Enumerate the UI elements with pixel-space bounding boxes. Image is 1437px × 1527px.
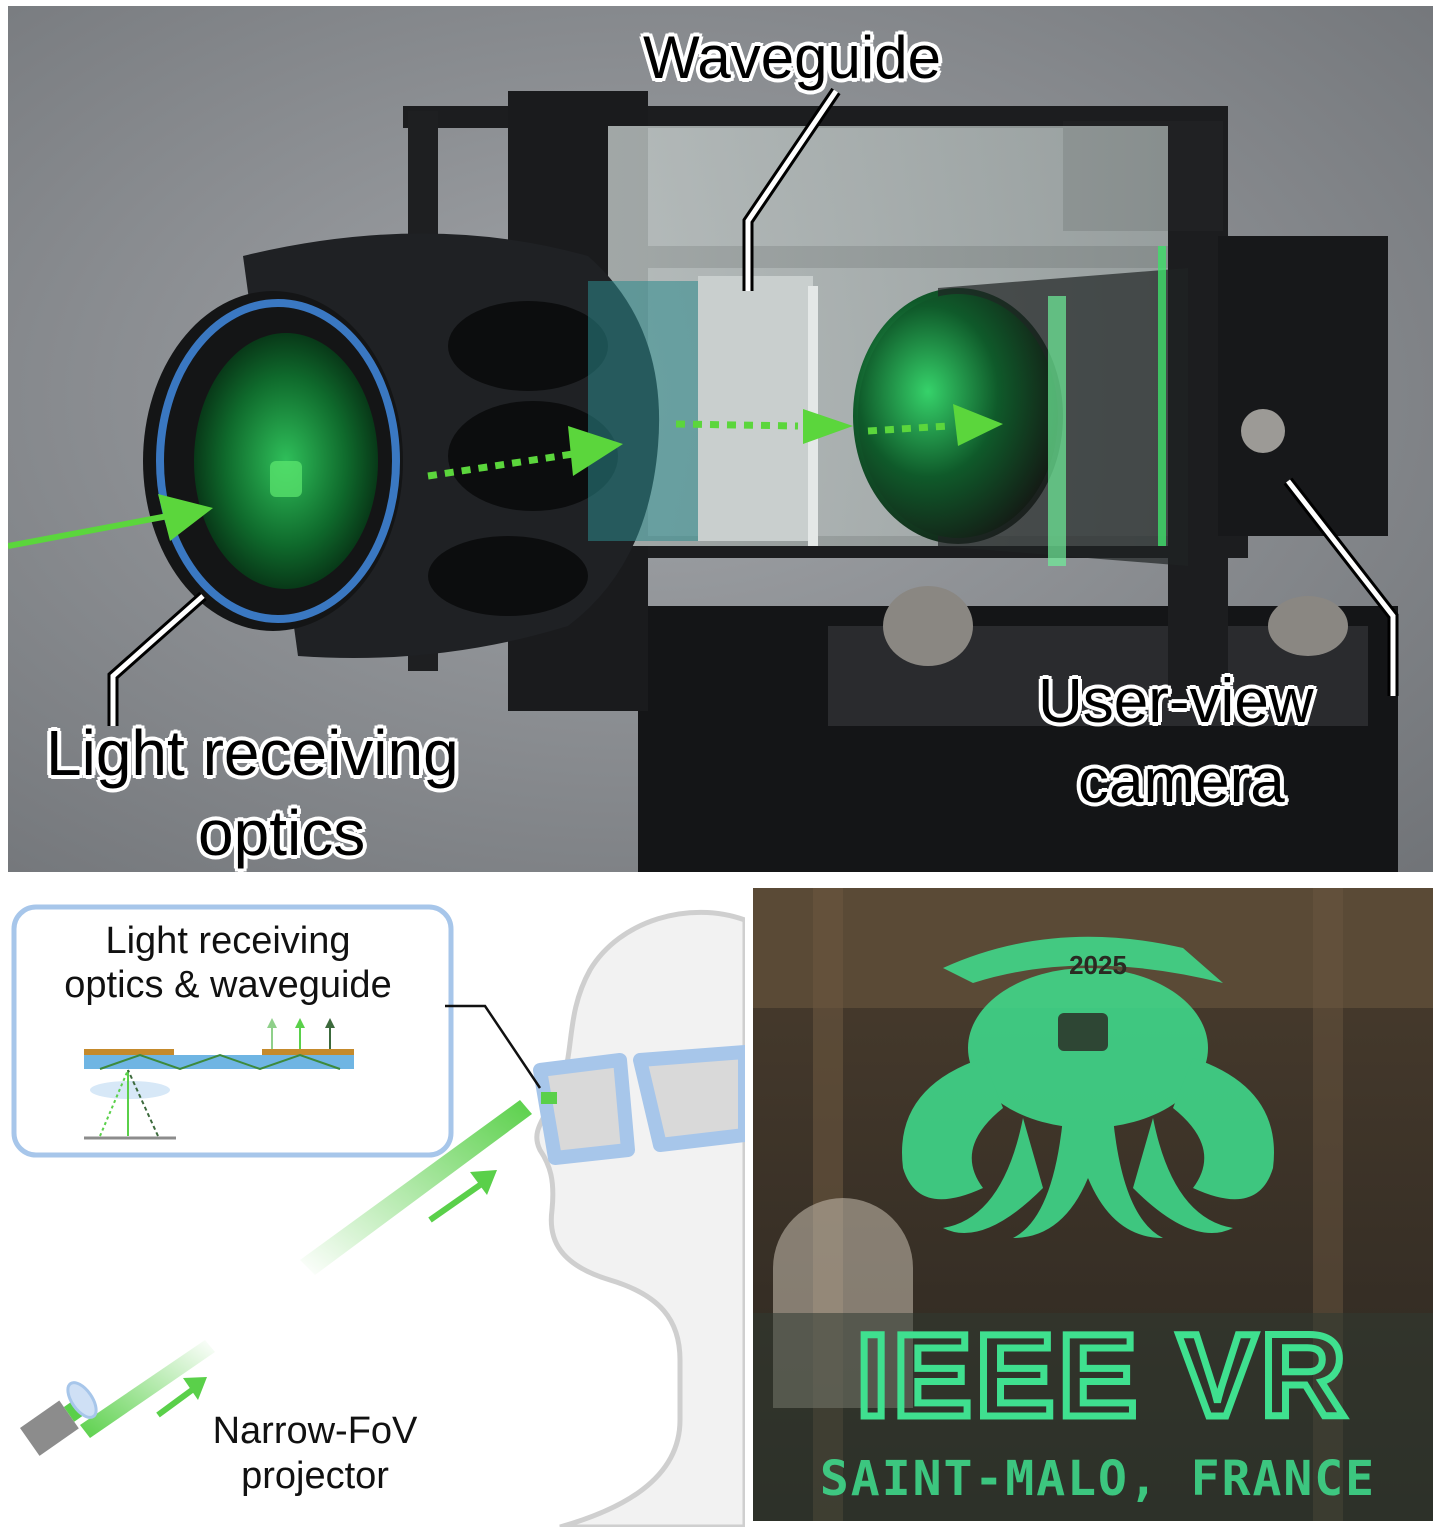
beam-arrowhead-1: [568, 426, 623, 476]
leader-waveguide: [745, 89, 839, 291]
incoming-beam-line: [8, 513, 169, 549]
hologram-tentacle-lower-right: [1133, 1118, 1233, 1233]
label-camera-line2: camera: [1078, 747, 1285, 816]
housing-window-top: [448, 301, 608, 391]
hologram-tentacle-center: [1013, 1118, 1163, 1238]
camera-body: [1218, 236, 1388, 536]
leader-optics: [110, 594, 205, 726]
waveguide-edge-glow: [1158, 246, 1166, 546]
lower-shelf: [753, 1313, 1433, 1521]
inset-title-line1: Light receiving: [105, 920, 351, 962]
inset-leader-line: [445, 1004, 542, 1089]
mount-knob-right: [1268, 596, 1348, 656]
camera-lens-glint: [1048, 296, 1066, 566]
glasses-receiver-marker: [541, 1092, 557, 1104]
projector-lens: [66, 1381, 98, 1419]
user-view-result: 2025 IEEE VR SAINT-MALO, FRANCE: [753, 888, 1433, 1521]
hologram-year: 2025: [1069, 950, 1127, 980]
mount-knob: [883, 586, 973, 666]
hologram-title: IEEE VR: [853, 1307, 1350, 1446]
inset-title-line2: optics & waveguide: [64, 964, 392, 1006]
camera-knob: [1241, 409, 1285, 453]
inset-lens: [90, 1081, 170, 1099]
projector-aperture: [63, 1401, 83, 1422]
lower-beam-arrowhead: [183, 1377, 207, 1400]
system-diagram: Light receiving optics & waveguide Narro…: [0, 880, 745, 1527]
inset-waveguide-slab: [84, 1055, 354, 1069]
hologram-location: SAINT-MALO, FRANCE: [819, 1451, 1377, 1507]
beam-dotted-3: [867, 422, 949, 435]
device-photo-drawing: [8, 6, 1433, 872]
housing-window-bottom: [428, 536, 588, 616]
upper-beam-arrow-shaft: [428, 1182, 482, 1223]
beam-dotted-2: [675, 420, 799, 430]
hologram-tentacle-left: [902, 1058, 1003, 1200]
label-optics-line1: Light receiving: [46, 717, 459, 789]
projector-label-line1: Narrow-FoV: [212, 1410, 418, 1452]
hologram-hat: [943, 936, 1223, 983]
label-camera-line1: User-view: [1038, 667, 1314, 736]
user-view-drawing: [753, 888, 1433, 1521]
label-waveguide: Waveguide: [643, 24, 941, 91]
projector-label-line2: projector: [241, 1455, 389, 1497]
device-photo: Waveguide Light receiving optics User-vi…: [8, 6, 1433, 872]
projector-device: [19, 1400, 83, 1456]
hologram-eyepatch: [1058, 1013, 1108, 1051]
coupling-prism: [588, 281, 698, 541]
lower-beam: [80, 1340, 215, 1438]
inset-light-path: [99, 1053, 341, 1071]
waveguide-pane-light: [698, 276, 813, 541]
beam-arrowhead-2: [803, 409, 853, 444]
inset-grating-right: [262, 1049, 354, 1055]
inset-ray-right: [127, 1069, 159, 1137]
beam-dotted-1: [427, 450, 574, 480]
lens-logo-reflection: [270, 461, 302, 497]
upper-beam-arrowhead: [470, 1170, 497, 1195]
inset-out-arrow-3: [325, 1018, 335, 1028]
inset-out-arrow-1: [267, 1018, 277, 1028]
glasses-right-lens: [633, 1045, 745, 1152]
projector-body: [19, 1400, 79, 1456]
system-diagram-drawing: [11, 904, 745, 1527]
head-silhouette: [534, 909, 745, 1527]
incoming-beam-arrowhead: [158, 494, 213, 541]
glasses-left-lens: [533, 1053, 635, 1165]
inset-out-arrow-2: [295, 1018, 305, 1028]
hologram-tentacle-lower-left: [943, 1118, 1043, 1233]
inset-grating-left: [84, 1049, 174, 1055]
lower-beam-arrow-shaft: [156, 1387, 194, 1418]
label-optics-line2: optics: [198, 797, 366, 869]
hologram-tentacle-right: [1173, 1058, 1274, 1200]
beam-arrowhead-3: [953, 404, 1003, 446]
leader-camera: [1286, 479, 1396, 696]
lens-blue-ring: [156, 299, 400, 623]
upper-beam: [300, 1100, 532, 1275]
